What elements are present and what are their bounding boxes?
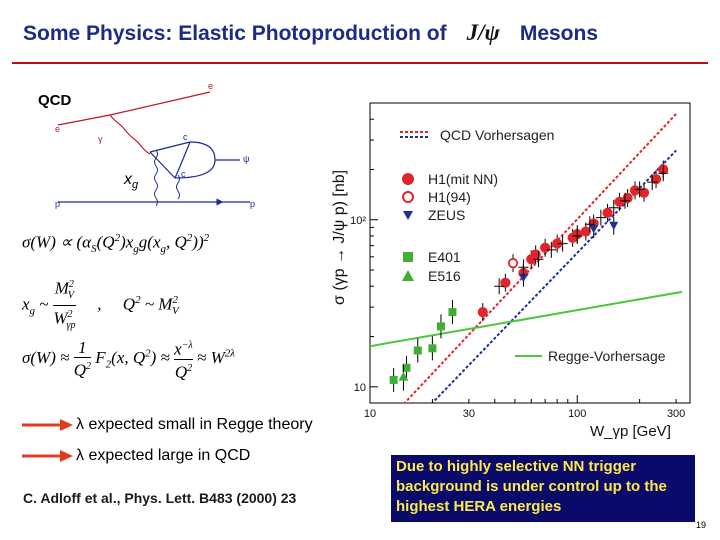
cross-section-chart: 10 30 100 300 10 10² σ (γp → J/ψ p) [nb] W_γp… — [331, 102, 691, 440]
plot-frame — [369, 102, 691, 404]
legend-label: E401 — [428, 249, 461, 265]
equation-1: σ(W) ∝ (αS(Q2)xgg(xg, Q2))2 — [22, 232, 210, 256]
label-c-top: c — [183, 132, 188, 142]
data-point-e401 — [389, 375, 398, 384]
data-point-cross — [658, 165, 669, 182]
data-point-h1-mit-nn — [614, 196, 625, 207]
y-axis-label: σ (γp → J/ψ p) [nb] — [331, 170, 348, 305]
label-e-out: e — [208, 81, 213, 91]
x-tick-label: 10 — [364, 408, 376, 420]
data-point-e401 — [448, 308, 457, 317]
legend-swatch — [403, 252, 413, 262]
data-point-h1-mit-nn — [500, 277, 511, 288]
legend-label: E516 — [428, 268, 461, 284]
equation-3: σ(W) ≈ 1 Q2 F2(x, Q2) ≈ x−λ Q2 ≈ W2λ — [22, 337, 236, 382]
title-symbol: J/ψ — [466, 20, 500, 45]
callout-box: Due to highly selective NN trigger backg… — [391, 455, 695, 522]
data-point-cross — [634, 181, 645, 198]
x-tick-label: 100 — [568, 408, 586, 420]
y-tick-label: 10² — [350, 215, 366, 227]
page-number: 19 — [696, 520, 707, 530]
data-point-zeus — [518, 273, 528, 283]
legend-item: E401 — [403, 249, 461, 265]
data-point-e401 — [436, 322, 445, 331]
data-point-h1-mit-nn — [622, 192, 633, 204]
equation-2: xg ~ M2V W2γp , Q2 ~ M2V — [22, 276, 179, 335]
y-tick-label: 10 — [354, 382, 366, 394]
legend-label: H1(mit NN) — [428, 171, 498, 187]
title-right: Mesons — [519, 22, 599, 45]
legend-label: H1(94) — [428, 189, 471, 205]
data-point-cross — [595, 209, 606, 226]
data-point-cross — [584, 216, 595, 233]
arrow-right-icon — [22, 419, 73, 431]
legend-item: E516 — [402, 268, 461, 284]
data-point-cross — [608, 199, 619, 216]
legend-label: QCD Vorhersagen — [440, 127, 554, 143]
data-point-h1-mit-nn — [530, 249, 541, 260]
slide-title: Some Physics: Elastic Photoproduction of… — [23, 20, 598, 46]
data-point-zeus — [589, 225, 599, 234]
data-point-h1-mit-nn — [629, 185, 641, 196]
data-point-h1-mit-nn — [477, 307, 488, 318]
label-p-in: p — [55, 199, 60, 209]
legend-item: H1(mit NN) — [402, 171, 498, 187]
data-point-h1-mit-nn — [602, 207, 613, 218]
series-line-regge-vorhersage — [370, 290, 683, 348]
data-point-cross — [620, 192, 631, 209]
legend-item: Regge-Vorhersage — [515, 348, 666, 364]
data-point-cross — [546, 241, 557, 258]
data-point-cross — [557, 235, 568, 252]
data-point-zeus — [609, 221, 619, 231]
label-p-out: p — [250, 199, 255, 209]
legend-item: ZEUS — [403, 207, 465, 223]
data-point-cross — [494, 278, 505, 295]
data-point-e401 — [402, 363, 411, 372]
legend-label: ZEUS — [428, 207, 465, 223]
data-point-e401 — [413, 346, 422, 355]
title-divider — [12, 62, 708, 64]
qcd-label: QCD — [38, 92, 72, 109]
bullet-regge-text: λ expected small in Regge theory — [76, 416, 313, 433]
legend-swatch — [403, 211, 413, 220]
bullet-qcd-text: λ expected large in QCD — [76, 447, 251, 464]
data-point-h1-mit-nn — [580, 226, 591, 237]
label-psi: ψ — [243, 154, 249, 164]
arrow-right-icon — [22, 450, 73, 462]
data-point-e516 — [398, 371, 409, 381]
x-tick-label: 300 — [667, 408, 685, 420]
data-point-cross — [572, 227, 583, 244]
data-point-e401 — [428, 344, 437, 353]
label-gamma: γ — [98, 134, 103, 144]
data-point-cross — [518, 259, 529, 276]
label-c-bottom: c — [181, 169, 186, 179]
data-point-h1-mit-nn — [540, 242, 551, 253]
data-point-h1-94 — [507, 258, 519, 269]
feynman-diagram: e e γ c c ψ p p xg — [55, 81, 255, 209]
label-e-in: e — [55, 124, 60, 134]
legend-swatch — [402, 173, 414, 185]
legend-label: Regge-Vorhersage — [548, 348, 666, 364]
legend-item: QCD Vorhersagen — [400, 127, 554, 143]
legend-swatch — [402, 270, 414, 281]
x-tick-label: 30 — [463, 408, 475, 420]
legend-item: H1(94) — [402, 189, 471, 205]
label-xg: xg — [123, 171, 139, 191]
x-axis-label: W_γp [GeV] — [590, 423, 671, 440]
data-point-cross — [533, 251, 544, 268]
legend-swatch — [402, 191, 414, 203]
title-left: Some Physics: Elastic Photoproduction of — [23, 22, 447, 45]
data-point-cross — [647, 174, 658, 191]
citation: C. Adloff et al., Phys. Lett. B483 (2000… — [23, 490, 297, 506]
